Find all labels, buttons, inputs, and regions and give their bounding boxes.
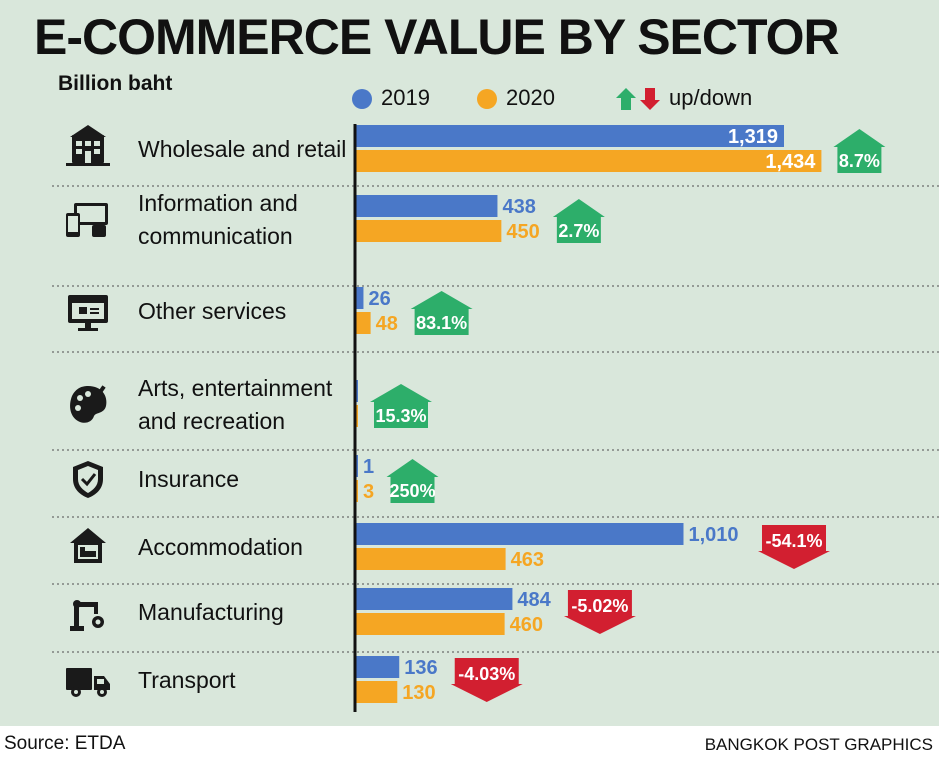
change-down-arrow: -54.1% — [757, 525, 830, 569]
value-label-2019: 1,010 — [688, 524, 738, 546]
bar-chart: Wholesale and retail 1,319 1,434 8.7% Inform… — [52, 124, 939, 712]
value-label-2020: 48 — [376, 313, 398, 335]
bar-2020 — [355, 548, 506, 570]
change-down-arrow: -5.02% — [563, 590, 636, 634]
value-label-2020: 463 — [511, 549, 544, 571]
value-label-2020: 450 — [506, 221, 539, 243]
bar-2020 — [355, 220, 502, 242]
robot-arm-icon — [70, 600, 104, 631]
credit-note: BANGKOK POST GRAPHICS — [704, 735, 933, 754]
bar-2019 — [355, 656, 400, 678]
legend-updown-label: up/down — [669, 85, 753, 110]
value-label-2019: 1 — [363, 456, 374, 478]
change-label: 2.7% — [558, 221, 599, 241]
legend-2020-swatch — [477, 89, 497, 109]
change-label: 250% — [389, 481, 435, 501]
change-up-arrow: 83.1% — [410, 291, 473, 335]
bar-2019 — [355, 523, 684, 545]
change-down-arrow: -4.03% — [450, 658, 523, 702]
category-label: Other services — [138, 298, 286, 324]
truck-icon — [66, 668, 110, 697]
change-label: 15.3% — [375, 406, 426, 426]
change-label: -5.02% — [571, 596, 628, 616]
chart-title: E-COMMERCE VALUE BY SECTOR — [34, 9, 840, 65]
bar-2020 — [355, 613, 505, 635]
category-label: Wholesale and retail — [138, 136, 346, 162]
value-label-2019: 438 — [502, 196, 535, 218]
change-label: -4.03% — [458, 664, 515, 684]
change-label: 83.1% — [416, 313, 467, 333]
bar-2020 — [355, 312, 371, 334]
legend-updown-icon — [616, 88, 660, 110]
legend-2019-label: 2019 — [381, 85, 430, 110]
category-label: Insurance — [138, 466, 239, 492]
shield-check-icon — [73, 461, 103, 498]
value-label-2020: 460 — [510, 614, 543, 636]
value-label-2020: 130 — [402, 682, 435, 704]
value-label-2019: 26 — [368, 288, 390, 310]
change-up-arrow: 8.7% — [833, 129, 886, 173]
change-up-arrow: 250% — [386, 459, 439, 503]
change-up-arrow: 2.7% — [552, 199, 605, 243]
bar-2019 — [355, 287, 364, 309]
source-note: Source: ETDA — [4, 733, 126, 754]
category-label: Arts, entertainment and recreation — [138, 375, 333, 434]
change-label: 8.7% — [839, 151, 880, 171]
category-label: Information and communication — [138, 190, 298, 249]
store-building-icon — [66, 125, 110, 166]
palette-icon — [70, 385, 107, 423]
value-label-2019: 136 — [404, 657, 437, 679]
change-up-arrow: 15.3% — [370, 384, 432, 428]
bar-2019 — [355, 588, 513, 610]
value-label-2020: 1,434 — [765, 151, 816, 173]
category-label: Manufacturing — [138, 599, 284, 625]
legend-2019-swatch — [352, 89, 372, 109]
value-label-2020: 3 — [363, 481, 374, 503]
value-label-2019: 484 — [517, 589, 551, 611]
change-label: -54.1% — [765, 531, 822, 551]
unit-label: Billion baht — [58, 72, 173, 95]
bar-2020 — [355, 681, 398, 703]
value-label-2019: 1,319 — [728, 126, 778, 148]
house-bed-icon — [70, 528, 106, 563]
bar-2019 — [355, 195, 498, 217]
category-label: Accommodation — [138, 534, 303, 560]
category-label: Transport — [138, 667, 236, 693]
bar-2020 — [355, 150, 822, 172]
bar-2019 — [355, 125, 784, 147]
online-shop-icon — [68, 295, 108, 331]
legend-2020-label: 2020 — [506, 85, 555, 110]
devices-icon — [66, 203, 108, 237]
